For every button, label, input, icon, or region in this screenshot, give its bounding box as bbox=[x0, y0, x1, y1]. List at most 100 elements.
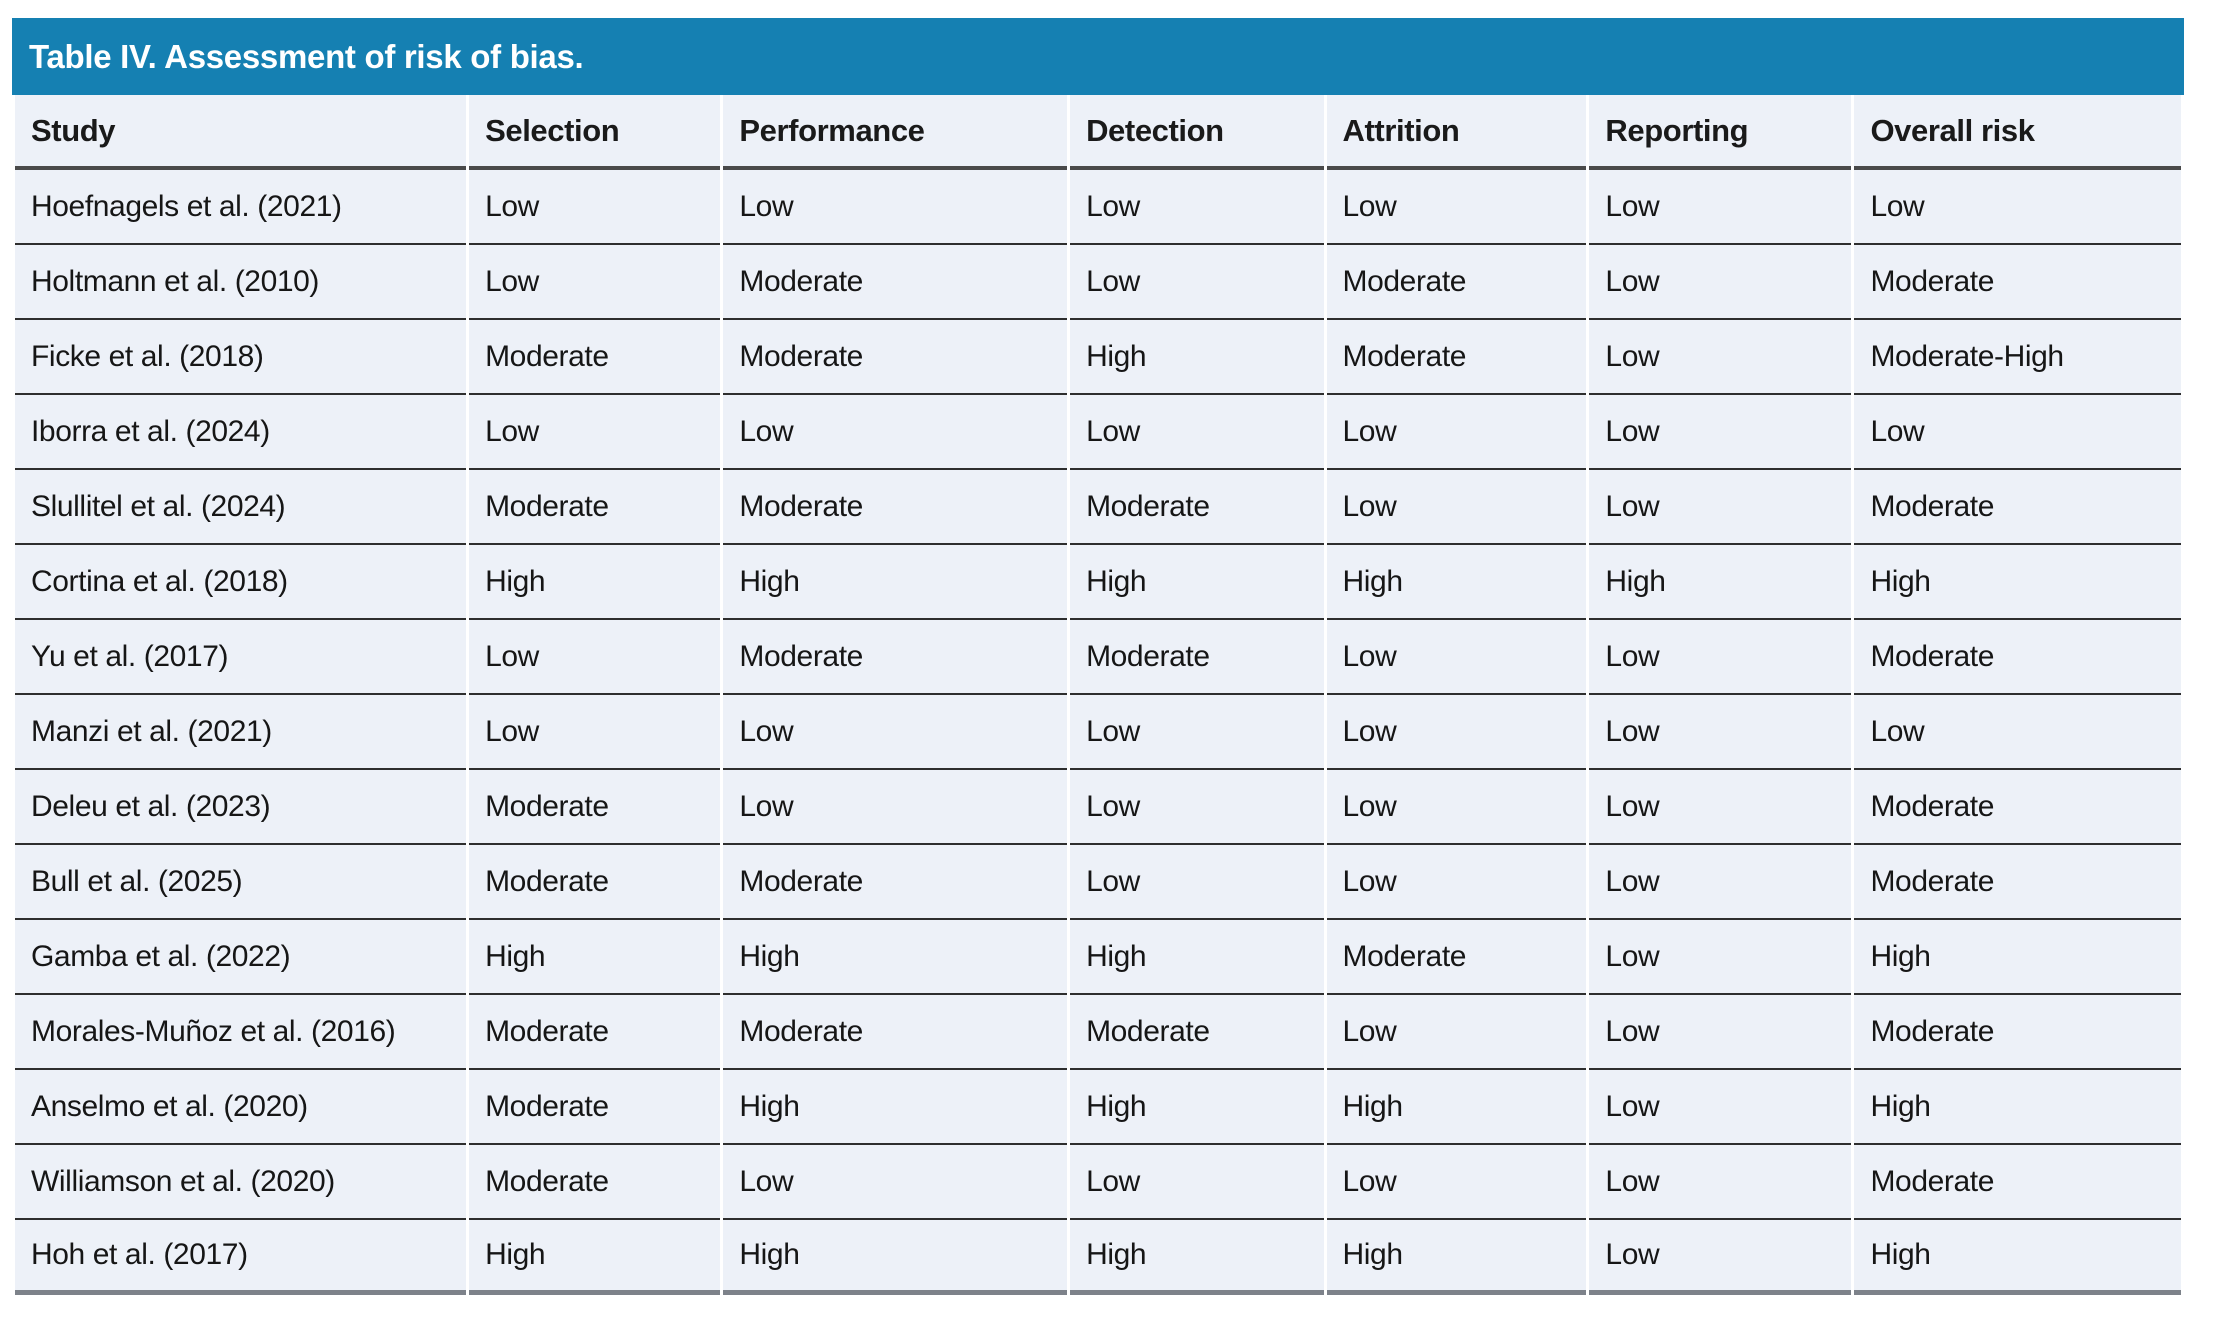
overall-risk-rating-cell: High bbox=[1854, 545, 2181, 620]
header-row: Study Selection Performance Detection Attrit… bbox=[15, 95, 2181, 170]
reporting-rating-cell: Low bbox=[1589, 1145, 1852, 1220]
reporting-rating-cell: Low bbox=[1589, 620, 1852, 695]
table-row: Anselmo et al. (2020) Moderate High High Hig… bbox=[15, 1070, 2181, 1145]
column-header-reporting: Reporting bbox=[1589, 95, 1852, 170]
detection-rating-cell: Low bbox=[1070, 395, 1324, 470]
selection-rating-cell: Moderate bbox=[469, 845, 721, 920]
table-row: Hoefnagels et al. (2021) Low Low Low Low Low L… bbox=[15, 170, 2181, 245]
selection-rating-cell: Moderate bbox=[469, 320, 721, 395]
attrition-rating-cell: Moderate bbox=[1326, 920, 1587, 995]
selection-rating-cell: Moderate bbox=[469, 1145, 721, 1220]
performance-rating-cell: High bbox=[723, 545, 1068, 620]
performance-rating-cell: Moderate bbox=[723, 245, 1068, 320]
overall-risk-rating-cell: Moderate bbox=[1854, 245, 2181, 320]
detection-rating-cell: High bbox=[1070, 1070, 1324, 1145]
study-cell: Holtmann et al. (2010) bbox=[15, 245, 467, 320]
selection-rating-cell: Moderate bbox=[469, 995, 721, 1070]
performance-rating-cell: Moderate bbox=[723, 620, 1068, 695]
performance-rating-cell: Low bbox=[723, 395, 1068, 470]
overall-risk-rating-cell: Low bbox=[1854, 170, 2181, 245]
detection-rating-cell: Moderate bbox=[1070, 620, 1324, 695]
study-cell: Manzi et al. (2021) bbox=[15, 695, 467, 770]
attrition-rating-cell: Low bbox=[1326, 470, 1587, 545]
reporting-rating-cell: Low bbox=[1589, 470, 1852, 545]
selection-rating-cell: Moderate bbox=[469, 1070, 721, 1145]
study-cell: Ficke et al. (2018) bbox=[15, 320, 467, 395]
overall-risk-rating-cell: Low bbox=[1854, 395, 2181, 470]
attrition-rating-cell: Low bbox=[1326, 995, 1587, 1070]
overall-risk-rating-cell: High bbox=[1854, 920, 2181, 995]
performance-rating-cell: Moderate bbox=[723, 845, 1068, 920]
performance-rating-cell: Low bbox=[723, 695, 1068, 770]
study-cell: Yu et al. (2017) bbox=[15, 620, 467, 695]
performance-rating-cell: Low bbox=[723, 770, 1068, 845]
reporting-rating-cell: Low bbox=[1589, 920, 1852, 995]
reporting-rating-cell: Low bbox=[1589, 695, 1852, 770]
detection-rating-cell: Low bbox=[1070, 1145, 1324, 1220]
detection-rating-cell: High bbox=[1070, 920, 1324, 995]
study-cell: Williamson et al. (2020) bbox=[15, 1145, 467, 1220]
attrition-rating-cell: Moderate bbox=[1326, 245, 1587, 320]
selection-rating-cell: Low bbox=[469, 170, 721, 245]
attrition-rating-cell: High bbox=[1326, 1070, 1587, 1145]
performance-rating-cell: Low bbox=[723, 1145, 1068, 1220]
table-row: Deleu et al. (2023) Moderate Low Low Low Low M… bbox=[15, 770, 2181, 845]
table-row: Morales-Muñoz et al. (2016) Moderate Moder… bbox=[15, 995, 2181, 1070]
detection-rating-cell: Low bbox=[1070, 845, 1324, 920]
selection-rating-cell: Low bbox=[469, 395, 721, 470]
table-row: Manzi et al. (2021) Low Low Low Low Low Low bbox=[15, 695, 2181, 770]
performance-rating-cell: Moderate bbox=[723, 995, 1068, 1070]
performance-rating-cell: High bbox=[723, 1070, 1068, 1145]
detection-rating-cell: High bbox=[1070, 545, 1324, 620]
reporting-rating-cell: Low bbox=[1589, 170, 1852, 245]
column-header-detection: Detection bbox=[1070, 95, 1324, 170]
overall-risk-rating-cell: High bbox=[1854, 1070, 2181, 1145]
study-cell: Anselmo et al. (2020) bbox=[15, 1070, 467, 1145]
attrition-rating-cell: Low bbox=[1326, 395, 1587, 470]
performance-rating-cell: Low bbox=[723, 170, 1068, 245]
detection-rating-cell: High bbox=[1070, 1220, 1324, 1295]
study-cell: Gamba et al. (2022) bbox=[15, 920, 467, 995]
study-cell: Deleu et al. (2023) bbox=[15, 770, 467, 845]
attrition-rating-cell: Low bbox=[1326, 620, 1587, 695]
study-cell: Cortina et al. (2018) bbox=[15, 545, 467, 620]
table-title: Table IV. Assessment of risk of bias. bbox=[29, 37, 584, 75]
column-header-study: Study bbox=[15, 95, 467, 170]
table-body: Hoefnagels et al. (2021) Low Low Low Low Low L… bbox=[15, 170, 2181, 1295]
table-row: Hoh et al. (2017) High High High High Low High bbox=[15, 1220, 2181, 1295]
reporting-rating-cell: Low bbox=[1589, 770, 1852, 845]
attrition-rating-cell: Low bbox=[1326, 170, 1587, 245]
reporting-rating-cell: Low bbox=[1589, 1070, 1852, 1145]
selection-rating-cell: High bbox=[469, 920, 721, 995]
overall-risk-rating-cell: Moderate bbox=[1854, 995, 2181, 1070]
risk-of-bias-table-card: Table IV. Assessment of risk of bias. St… bbox=[12, 18, 2184, 1295]
study-cell: Hoefnagels et al. (2021) bbox=[15, 170, 467, 245]
detection-rating-cell: Low bbox=[1070, 770, 1324, 845]
attrition-rating-cell: Low bbox=[1326, 695, 1587, 770]
table-row: Bull et al. (2025) Moderate Moderate Low Low… bbox=[15, 845, 2181, 920]
table-row: Iborra et al. (2024) Low Low Low Low Low Low bbox=[15, 395, 2181, 470]
detection-rating-cell: Low bbox=[1070, 170, 1324, 245]
selection-rating-cell: Low bbox=[469, 695, 721, 770]
table-title-bar: Table IV. Assessment of risk of bias. bbox=[12, 18, 2184, 95]
overall-risk-rating-cell: Moderate bbox=[1854, 770, 2181, 845]
attrition-rating-cell: High bbox=[1326, 545, 1587, 620]
reporting-rating-cell: Low bbox=[1589, 995, 1852, 1070]
detection-rating-cell: High bbox=[1070, 320, 1324, 395]
table-row: Holtmann et al. (2010) Low Moderate Low Mode… bbox=[15, 245, 2181, 320]
detection-rating-cell: Low bbox=[1070, 695, 1324, 770]
table-row: Slullitel et al. (2024) Moderate Moderate M… bbox=[15, 470, 2181, 545]
selection-rating-cell: High bbox=[469, 545, 721, 620]
selection-rating-cell: Low bbox=[469, 245, 721, 320]
attrition-rating-cell: Low bbox=[1326, 1145, 1587, 1220]
selection-rating-cell: Moderate bbox=[469, 470, 721, 545]
attrition-rating-cell: Moderate bbox=[1326, 320, 1587, 395]
performance-rating-cell: Moderate bbox=[723, 470, 1068, 545]
study-cell: Bull et al. (2025) bbox=[15, 845, 467, 920]
overall-risk-rating-cell: Moderate bbox=[1854, 1145, 2181, 1220]
column-header-performance: Performance bbox=[723, 95, 1068, 170]
reporting-rating-cell: Low bbox=[1589, 320, 1852, 395]
overall-risk-rating-cell: High bbox=[1854, 1220, 2181, 1295]
attrition-rating-cell: Low bbox=[1326, 770, 1587, 845]
